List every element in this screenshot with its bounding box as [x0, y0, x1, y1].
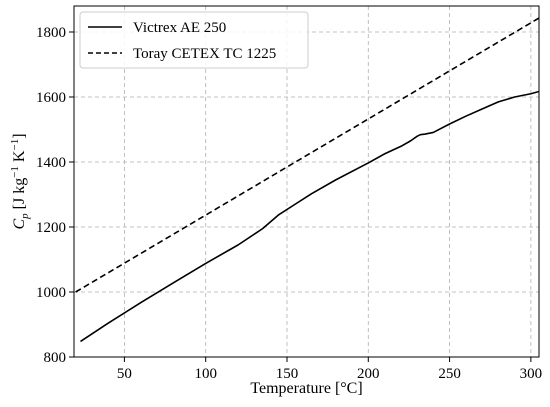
x-axis-ticks: 50 100 150 200 250 300: [117, 357, 542, 382]
y-tick-label: 1600: [36, 90, 66, 106]
y-axis-ticks: 800 1000 1200 1400 1600 1800: [36, 25, 74, 366]
y-tick-label: 800: [44, 350, 67, 366]
y-axis-exp1: −1: [9, 166, 21, 178]
legend-label-victrex: Victrex AE 250: [133, 20, 226, 36]
y-tick-label: 1200: [36, 220, 66, 236]
y-tick-label: 1000: [36, 285, 66, 301]
plot-frame: [73, 5, 540, 358]
series-line-0: [80, 90, 539, 343]
legend-label-toray: Toray CETEX TC 1225: [133, 46, 276, 62]
legend-box: [79, 11, 309, 69]
y-axis-units-mid: K: [11, 150, 28, 166]
y-axis-units-open: [J kg: [11, 178, 28, 214]
y-axis-title: Cp [J kg−1 K−1]: [9, 133, 31, 229]
x-tick-label: 100: [194, 366, 217, 382]
y-tick-label: 1800: [36, 25, 66, 41]
x-tick-label: 250: [438, 366, 461, 382]
x-tick-label: 50: [117, 366, 132, 382]
series-layer: [75, 17, 539, 343]
x-tick-label: 200: [357, 366, 380, 382]
y-axis-subscript: p: [19, 213, 31, 220]
y-axis-symbol: C: [11, 219, 28, 230]
series-line-1: [75, 17, 539, 293]
x-tick-label: 150: [276, 366, 299, 382]
legend: Victrex AE 250 Toray CETEX TC 1225: [79, 11, 309, 69]
y-axis-units-close: ]: [11, 133, 28, 138]
x-axis-title: Temperature [°C]: [250, 380, 362, 397]
x-tick-label: 300: [520, 366, 543, 382]
y-tick-label: 1400: [36, 155, 66, 171]
y-axis-exp2: −1: [9, 139, 21, 151]
